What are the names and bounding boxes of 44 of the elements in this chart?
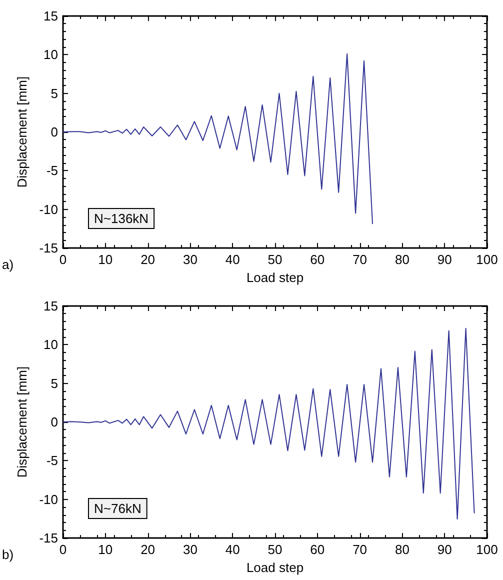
y-tick-label: 0 [50,414,58,430]
x-axis-title: Load step [246,560,304,575]
y-tick-label: 10 [44,337,58,352]
x-tick-label: 50 [268,542,282,557]
y-tick-label: -5 [46,453,58,468]
x-tick-label: 20 [140,252,156,267]
y-tick-label: 15 [44,298,58,314]
text: b) [2,547,14,562]
annotation: N~136kN [94,211,149,226]
x-tick-label: 100 [476,252,498,267]
x-tick-label: 10 [98,542,113,557]
y-tick-label: -10 [39,202,58,217]
y-tick-label: 5 [50,376,58,391]
line-series [62,53,374,224]
y-axis-title: Displacement [mm] [14,366,30,478]
x-tick-label: 90 [437,542,452,557]
x-tick-label: 30 [182,252,198,267]
x-tick-label: 100 [476,542,498,557]
y-tick-label: 15 [44,8,58,24]
y-axis-title: Displacement [mm] [14,76,30,188]
x-tick-label: 80 [394,542,410,557]
x-tick-label: 70 [352,542,368,557]
y-tick-label: -5 [46,163,58,178]
y-tick-label: -15 [39,240,58,256]
text: a) [2,257,14,272]
y-tick-label: -15 [39,530,58,546]
line-series [62,328,475,520]
y-tick-label: 10 [44,47,58,62]
y-tick-label: -10 [39,492,58,507]
x-tick-label: 60 [310,252,325,267]
x-tick-label: 40 [225,252,240,267]
x-tick-label: 50 [268,252,282,267]
x-tick-label: 60 [310,542,325,557]
x-tick-label: 40 [225,542,240,557]
x-tick-label: 80 [394,252,410,267]
x-tick-label: 70 [352,252,368,267]
y-tick-label: 0 [50,124,58,140]
x-tick-label: 30 [182,542,198,557]
annotation: N~76kN [94,501,142,516]
x-tick-label: 90 [437,252,452,267]
y-tick-label: 5 [50,86,58,101]
x-axis-title: Load step [246,270,304,285]
x-tick-label: 10 [98,252,113,267]
x-tick-label: 20 [140,542,156,557]
